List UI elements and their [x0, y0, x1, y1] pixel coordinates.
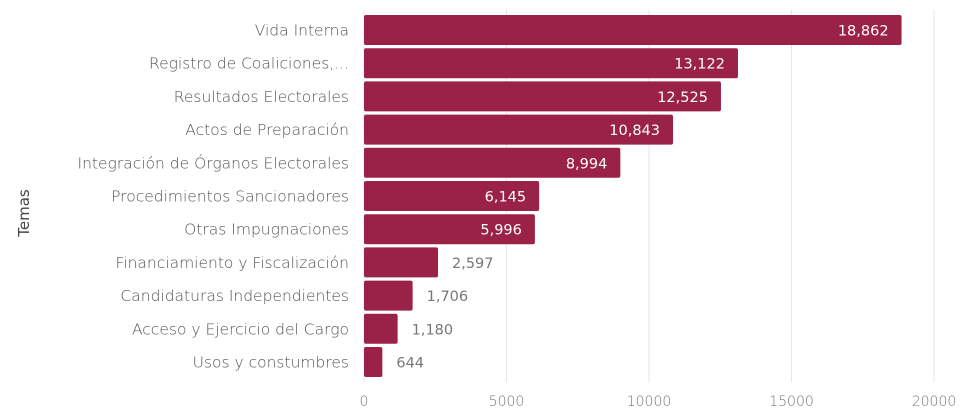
- x-tick-label: 20000: [912, 394, 957, 409]
- data-label: 6,145: [485, 190, 527, 206]
- bar: [364, 280, 413, 311]
- category-label: Actos de Preparación: [185, 121, 349, 139]
- data-label: 644: [396, 356, 424, 372]
- data-label: 2,597: [452, 256, 494, 272]
- category-label: Resultados Electorales: [174, 88, 349, 106]
- bar: [364, 15, 902, 45]
- bar: [364, 48, 738, 79]
- data-label: 8,994: [566, 156, 608, 172]
- category-label: Registro de Coaliciones,...: [149, 55, 349, 73]
- data-label: 5,996: [480, 223, 522, 239]
- category-label: Financiamiento y Fiscalización: [116, 254, 350, 272]
- category-label: Integración de Órganos Electorales: [78, 153, 349, 172]
- bar: [364, 313, 398, 344]
- category-label: Acceso y Ejercicio del Cargo: [132, 320, 349, 338]
- category-label: Procedimientos Sancionadores: [111, 188, 349, 206]
- category-label: Otras Impugnaciones: [184, 221, 349, 239]
- x-tick-label: 5000: [489, 394, 525, 409]
- bar: [364, 247, 439, 278]
- data-label: 18,862: [838, 24, 889, 40]
- x-tick-label: 15000: [769, 394, 814, 409]
- x-tick-label: 0: [360, 394, 369, 409]
- data-label: 12,525: [657, 90, 708, 106]
- data-label: 1,180: [412, 322, 454, 338]
- bar: [364, 347, 383, 377]
- value-labels: 18,862 13,122 12,525 10,843 8,994 6,145 5,996 2…: [396, 24, 888, 372]
- category-label: Vida Interna: [255, 22, 349, 40]
- bars: [364, 15, 902, 377]
- bar: [364, 147, 621, 178]
- data-label: 1,706: [427, 289, 469, 305]
- bar: [364, 181, 540, 211]
- category-label: Candidaturas Independientes: [120, 287, 349, 305]
- category-label: Usos y constumbres: [193, 354, 349, 372]
- category-labels: Vida Interna Registro de Coaliciones,... R…: [78, 22, 349, 372]
- bar: [364, 214, 535, 245]
- x-tick-label: 10000: [627, 394, 672, 409]
- data-label: 13,122: [674, 57, 725, 73]
- bar: [364, 114, 674, 145]
- data-label: 10,843: [609, 123, 660, 139]
- x-axis-ticks: 0 5000 10000 15000 20000: [360, 394, 957, 409]
- y-axis-title: Temas: [15, 189, 33, 238]
- bar: [364, 81, 721, 112]
